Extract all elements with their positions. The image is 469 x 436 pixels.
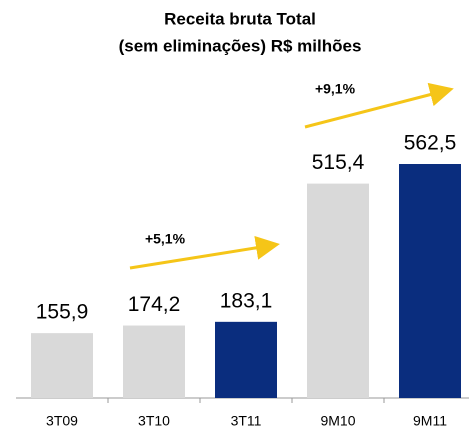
x-tick-label: 9M10: [320, 413, 355, 429]
trend-arrow: [304, 82, 454, 129]
annotation: +9,1%: [315, 81, 356, 97]
bar: [307, 183, 369, 398]
annotation: +5,1%: [145, 231, 186, 247]
x-tick-label: 3T10: [138, 413, 170, 429]
bar: [123, 325, 185, 398]
bar: [31, 333, 93, 398]
value-label: 562,5: [404, 132, 457, 155]
chart-title: Receita bruta Total: [164, 9, 316, 28]
chart-title: (sem eliminações) R$ milhões: [119, 36, 362, 55]
bar: [215, 321, 277, 398]
bar: [399, 164, 461, 398]
value-label: 515,4: [312, 151, 365, 174]
x-tick-label: 3T11: [231, 413, 262, 429]
value-label: 155,9: [36, 301, 89, 324]
value-label: 183,1: [220, 289, 273, 312]
x-tick-label: 9M11: [413, 413, 447, 429]
trend-arrow: [129, 235, 280, 270]
value-label: 174,2: [128, 293, 181, 316]
x-tick-label: 3T09: [46, 413, 78, 429]
